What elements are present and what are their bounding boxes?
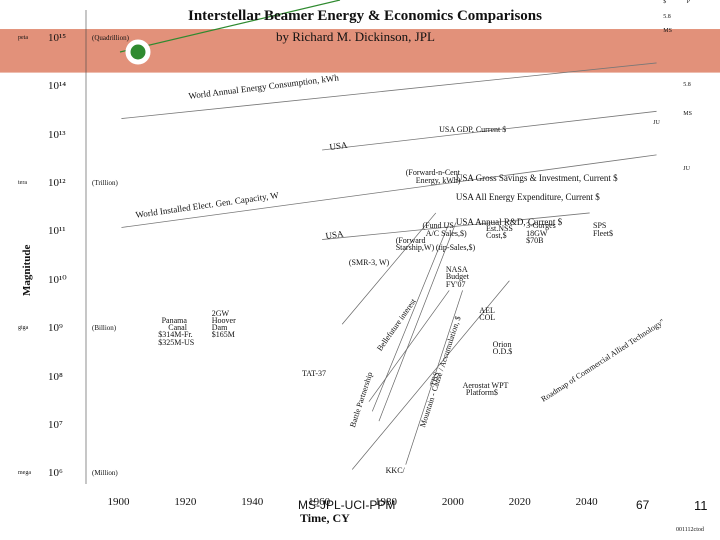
highlight-band [0,29,720,73]
side-label-5: MS [683,110,692,117]
annotation-10: (tip-Sales,$) [435,243,476,253]
series-line-1 [322,110,657,151]
annotation-30: Panama [161,315,187,325]
y-scale-word-1: (Trillion) [92,178,118,187]
green-trajectory-line [119,0,341,53]
annotation-8: (Forward [395,236,426,245]
y-prefix-label-2: giga [18,325,29,332]
annotation-32: $314M-Fr. [158,330,193,340]
trajectory-line-0 [341,212,437,325]
annotation-17: SPS [593,221,607,231]
x-tick-label-4: 1980 [375,496,397,508]
annotation-31: Canal [168,323,187,333]
annotation-13: Cost,$ [485,231,507,241]
annotation-0: USA GDP, Current $ [439,124,507,134]
y-tick-label-6: 10⁹ [48,322,63,335]
annotation-7: A/C Sales,$) [425,228,467,238]
footer-center: MS-JPL-UCI-PPM [298,498,396,512]
annotation-2: USA All Energy Expenditure, Current $ [455,192,600,203]
annotation-4: (Forward-n-Cent [405,168,460,178]
y-prefix-label-1: tera [18,179,27,186]
annotation-35: Hoover [211,315,236,325]
annotation-24: Orion [492,340,512,350]
x-tick-label-0: 1900 [107,496,130,508]
annotation-29: KKC/ [385,465,405,475]
annotation-28: TAT-37 [302,369,326,379]
annotation-11: (SMR-3, W) [348,257,390,267]
annotation-14: 3-Gorges [526,221,556,231]
annotation-25: O.D.$ [492,347,513,357]
annotation-21: FY'07 [445,279,466,289]
annotation-15: 18GW [526,228,548,238]
annotation-18: Fleet$ [593,228,613,238]
chart-title: Interstellar Beamer Energy & Economics C… [188,8,542,24]
trajectory-line-1 [371,222,450,412]
footer-page-a: 67 [636,498,650,512]
footer-code: 001112ctod [676,527,704,533]
side-label-7: JU [683,166,690,173]
y-prefix-label-0: peta [18,34,28,41]
x-tick-label-6: 2020 [508,496,531,508]
side-label-6: JU [653,120,660,127]
trajectory-line-5 [405,290,463,465]
annotation-33: $325M-US [158,337,195,347]
annotation-27: Platform$ [465,388,498,398]
y-tick-label-8: 10⁷ [48,418,63,431]
y-tick-label-1: 10¹⁴ [48,80,67,93]
side-label-4: 5.8 [683,81,691,88]
chart-subtitle: by Richard M. Dickinson, JPL [276,29,435,44]
footer-page-b: 11 [694,498,708,513]
y-axis-title: Magnitude [21,244,33,296]
y-tick-label-0: 10¹⁵ [48,31,67,44]
trajectory-line-4 [368,290,450,402]
y-prefix-label-3: mega [18,470,31,477]
side-label-2: 5.8 [663,13,671,20]
marker-dot [129,43,147,61]
series-label-1: USA [328,139,348,152]
x-tick-label-7: 2040 [575,496,598,508]
annotation-22: AEL [479,306,495,316]
y-tick-label-9: 10⁶ [48,467,63,480]
annotation-23: COL [479,313,496,323]
y-tick-label-4: 10¹¹ [48,225,66,238]
annotation-3: USA Annual R&D, Current $ [455,216,563,227]
y-scale-word-0: (Quadrillion) [92,33,129,42]
y-tick-label-5: 10¹⁰ [48,273,67,286]
series-line-0 [121,62,657,119]
side-label-1: P [686,0,690,6]
trajectory-line-2 [378,222,457,422]
annotation-5: Energy, kWh) [415,175,461,185]
annotation-6: (Fund US [422,221,454,231]
y-scale-word-3: (Million) [92,469,118,478]
y-scale-word-2: (Billion) [92,324,117,333]
side-label-0: $ [663,0,667,6]
y-tick-label-7: 10⁸ [48,370,63,383]
y-tick-label-3: 10¹² [48,176,66,189]
annotation-16: $70B [526,236,544,245]
annotation-9: Starship,W) [395,243,435,253]
annotation-12: Est.NSS [485,223,513,233]
annotation-36: Dam [211,323,228,333]
side-label-3: MS [663,28,672,35]
annotation-19: NASA [445,265,468,275]
annotation-26: Aerostat WPT [462,381,509,391]
x-tick-label-2: 1940 [241,496,264,508]
x-axis-title: Time, CY [300,511,350,525]
series-line-3 [322,212,590,240]
x-tick-label-3: 1960 [308,496,331,508]
series-line-2 [121,154,657,228]
annotation-20: Budget [445,272,469,282]
x-tick-label-5: 2000 [441,496,464,508]
x-tick-label-1: 1920 [174,496,197,508]
annotation-34: 2GW [211,308,230,318]
y-tick-label-2: 10¹³ [48,128,66,141]
trajectory-line-3 [351,280,510,470]
annotation-37: $165M [211,330,235,340]
annotation-1: USA Gross Savings & Investment, Current … [455,173,618,184]
